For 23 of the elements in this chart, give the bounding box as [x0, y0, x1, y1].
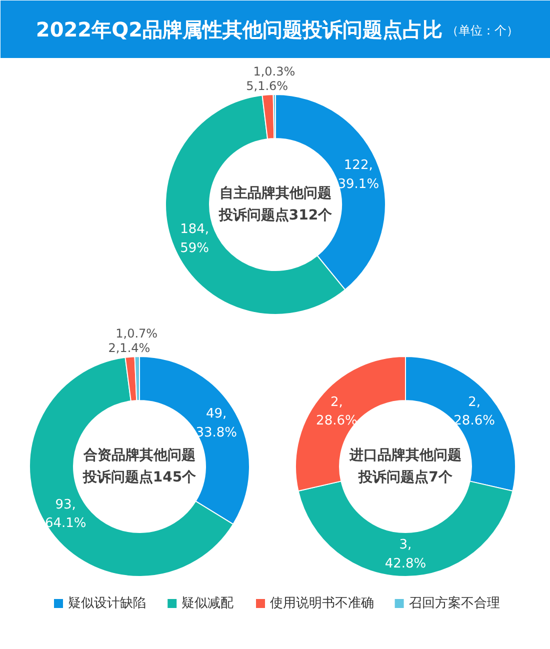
text: 投诉问题点312个	[218, 208, 334, 224]
legend-label: 疑似减配	[182, 596, 234, 611]
text: 投诉问题点7个	[358, 470, 454, 486]
data-label: 1,0.3%	[253, 64, 296, 79]
text: 投诉问题点145个	[82, 470, 198, 486]
data-label: 2,1.4%	[108, 340, 150, 355]
data-label: 3, 42.8%	[384, 538, 426, 572]
legend-label: 疑似设计缺陷	[68, 596, 146, 611]
data-label: 93, 64.1%	[44, 497, 86, 532]
legend-label: 使用说明书不准确	[270, 596, 374, 611]
data-label: 122, 39.1%	[338, 158, 380, 192]
data-label: 5,1.6%	[246, 78, 288, 93]
text: 自主品牌其他问题	[220, 184, 332, 202]
data-label: 49, 33.8%	[196, 406, 237, 440]
data-label: 2, 28.6%	[316, 394, 358, 429]
chart-title: 2022年Q2品牌属性其他问题投诉问题点占比	[36, 18, 443, 42]
chart-subtitle: （单位：个）	[446, 24, 518, 38]
data-label: 1,0.7%	[116, 326, 158, 341]
data-label: 184, 59%	[180, 222, 210, 256]
data-label: 2, 28.6%	[454, 394, 495, 429]
legend-label: 召回方案不合理	[408, 595, 500, 611]
text: 进口品牌其他问题	[348, 448, 462, 464]
text: 合资品牌其他问题	[82, 448, 196, 464]
